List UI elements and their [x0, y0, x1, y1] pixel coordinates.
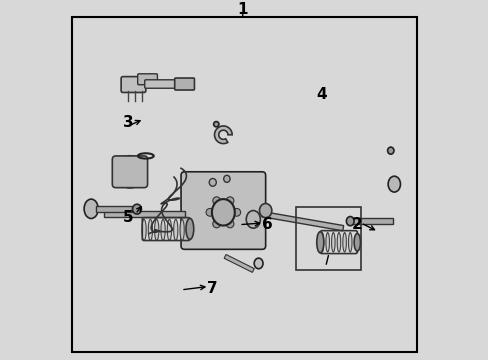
Ellipse shape	[167, 219, 171, 240]
Ellipse shape	[120, 161, 140, 183]
Ellipse shape	[246, 211, 260, 228]
Ellipse shape	[115, 156, 144, 188]
Text: 1: 1	[237, 2, 247, 17]
Ellipse shape	[346, 217, 353, 226]
FancyBboxPatch shape	[181, 172, 265, 249]
Ellipse shape	[148, 219, 152, 240]
Text: 4: 4	[316, 87, 326, 102]
Ellipse shape	[173, 219, 178, 240]
Ellipse shape	[185, 218, 193, 239]
Ellipse shape	[387, 176, 400, 192]
Text: 2: 2	[351, 217, 362, 232]
Ellipse shape	[387, 147, 393, 154]
Ellipse shape	[154, 219, 159, 240]
Ellipse shape	[132, 204, 141, 214]
Wedge shape	[214, 126, 232, 144]
Text: 3: 3	[122, 115, 133, 130]
Ellipse shape	[213, 122, 219, 127]
Ellipse shape	[353, 234, 360, 251]
Ellipse shape	[342, 233, 346, 252]
Ellipse shape	[142, 219, 146, 240]
Ellipse shape	[209, 179, 216, 186]
Ellipse shape	[331, 233, 334, 252]
Bar	[96, 206, 131, 212]
FancyBboxPatch shape	[174, 78, 194, 90]
FancyBboxPatch shape	[112, 156, 147, 188]
FancyArrow shape	[261, 211, 343, 231]
Ellipse shape	[232, 208, 240, 216]
Ellipse shape	[337, 233, 340, 252]
Text: 7: 7	[207, 280, 218, 296]
Ellipse shape	[223, 175, 229, 183]
Bar	[349, 218, 392, 224]
Ellipse shape	[205, 208, 213, 216]
Ellipse shape	[180, 219, 184, 240]
Ellipse shape	[316, 232, 323, 253]
Ellipse shape	[348, 233, 351, 252]
FancyBboxPatch shape	[138, 74, 157, 85]
Text: 5: 5	[122, 210, 133, 225]
Ellipse shape	[259, 203, 271, 217]
Ellipse shape	[325, 233, 329, 252]
Ellipse shape	[226, 197, 233, 204]
Ellipse shape	[226, 220, 233, 228]
FancyBboxPatch shape	[121, 77, 145, 93]
FancyBboxPatch shape	[144, 80, 178, 88]
Ellipse shape	[84, 199, 98, 219]
Ellipse shape	[212, 220, 220, 228]
FancyArrow shape	[103, 211, 184, 217]
Ellipse shape	[320, 233, 323, 252]
Ellipse shape	[211, 199, 234, 226]
Text: 6: 6	[262, 217, 272, 232]
Ellipse shape	[161, 219, 165, 240]
Ellipse shape	[254, 258, 263, 269]
Ellipse shape	[212, 197, 220, 204]
FancyArrow shape	[224, 255, 254, 273]
